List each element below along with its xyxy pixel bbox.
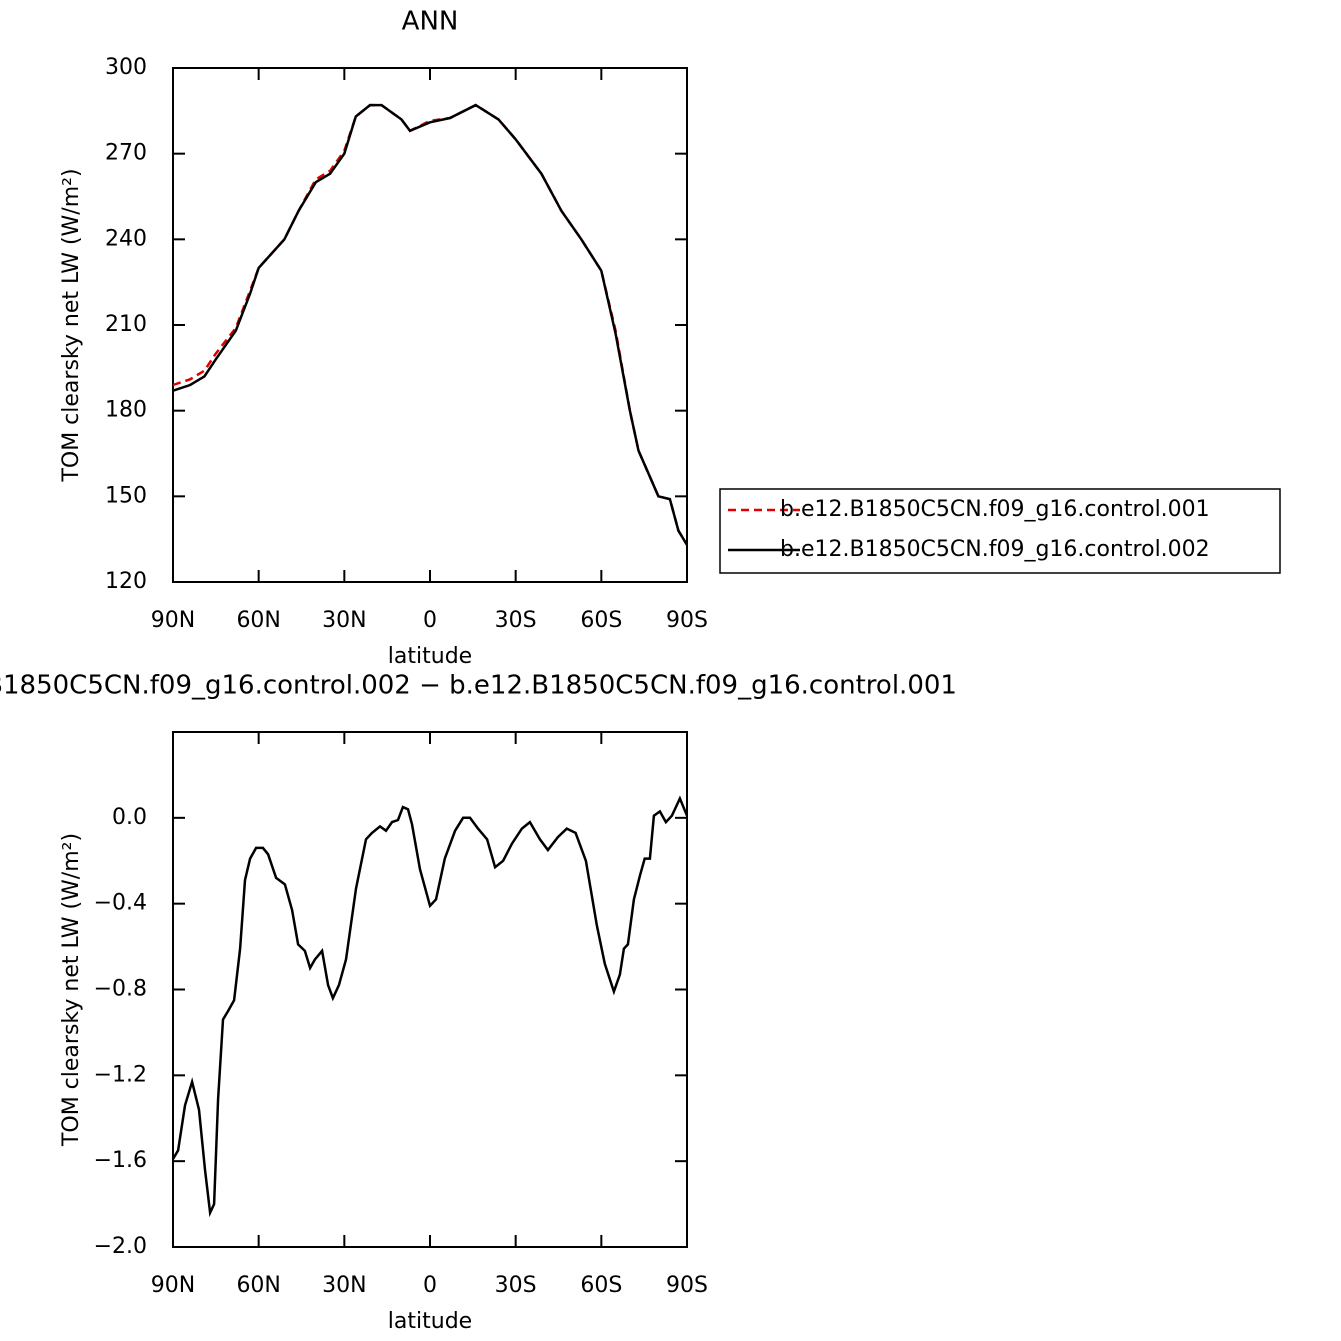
- x-tick-label: 90N: [151, 608, 195, 633]
- y-tick-label: 150: [105, 483, 147, 508]
- chart-title: b.e12.B1850C5CN.f09_g16.control.002 − b.…: [0, 671, 957, 701]
- y-tick-label: 240: [105, 226, 147, 251]
- plot-frame: [172, 67, 688, 583]
- data-line: [172, 103, 689, 546]
- x-tick-label: 60N: [236, 608, 280, 633]
- data-line: [172, 103, 689, 546]
- y-tick-label: 210: [105, 312, 147, 337]
- x-tick-label: 60S: [580, 608, 622, 633]
- y-tick-label: −1.2: [94, 1062, 147, 1087]
- y-tick-label: −0.8: [94, 977, 147, 1002]
- x-tick-label: 60N: [236, 1273, 280, 1298]
- y-tick-label: 300: [105, 55, 147, 80]
- y-axis-label: TOM clearsky net LW (W/m²): [59, 833, 84, 1147]
- y-tick-label: −2.0: [94, 1234, 147, 1259]
- x-axis-label: latitude: [388, 644, 472, 669]
- legend-label: b.e12.B1850C5CN.f09_g16.control.002: [780, 537, 1210, 562]
- x-tick-label: 0: [423, 1273, 437, 1298]
- y-tick-label: −1.6: [94, 1148, 147, 1173]
- x-tick-label: 60S: [580, 1273, 622, 1298]
- y-axis-label: TOM clearsky net LW (W/m²): [59, 168, 84, 482]
- y-tick-label: 0.0: [112, 805, 147, 830]
- x-axis-label: latitude: [388, 1309, 472, 1334]
- x-tick-label: 90N: [151, 1273, 195, 1298]
- x-tick-label: 30S: [495, 608, 537, 633]
- x-tick-label: 90S: [666, 608, 708, 633]
- legend-box: [719, 488, 1281, 574]
- x-tick-label: 90S: [666, 1273, 708, 1298]
- legend-label: b.e12.B1850C5CN.f09_g16.control.001: [780, 497, 1210, 522]
- x-tick-label: 30N: [322, 1273, 366, 1298]
- x-tick-label: 30N: [322, 608, 366, 633]
- y-tick-label: 270: [105, 141, 147, 166]
- y-tick-label: 120: [105, 569, 147, 594]
- plot-frame: [172, 731, 688, 1248]
- x-tick-label: 30S: [495, 1273, 537, 1298]
- x-tick-label: 0: [423, 608, 437, 633]
- chart-title: ANN: [402, 7, 459, 37]
- y-tick-label: −0.4: [94, 891, 147, 916]
- y-tick-label: 180: [105, 398, 147, 423]
- data-line: [171, 795, 689, 1218]
